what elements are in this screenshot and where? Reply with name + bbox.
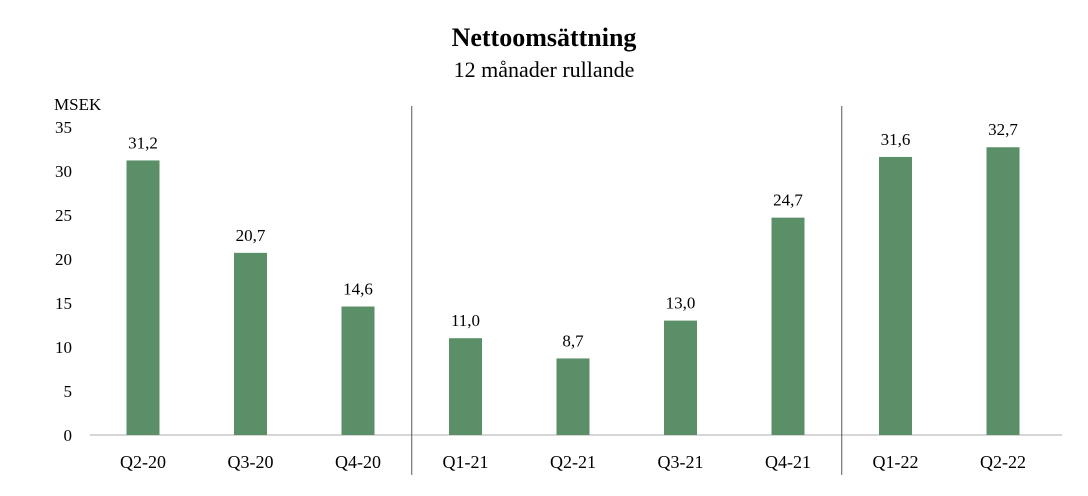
- x-category-label: Q3-21: [658, 452, 704, 472]
- chart-subtitle: 12 månader rullande: [453, 57, 635, 82]
- y-tick-label: 10: [55, 338, 72, 357]
- bar: [879, 156, 912, 436]
- y-tick-label: 30: [55, 162, 72, 181]
- x-category-label: Q1-21: [443, 452, 489, 472]
- bar-value-label: 11,0: [451, 311, 480, 330]
- y-tick-label: 15: [55, 294, 72, 313]
- y-tick-label: 20: [55, 250, 72, 269]
- bar: [556, 358, 590, 435]
- y-tick-label: 35: [55, 118, 72, 137]
- bar-value-label: 14,6: [343, 280, 373, 299]
- bar: [664, 320, 697, 435]
- bar-value-label: 24,7: [773, 191, 803, 210]
- x-category-label: Q2-21: [550, 452, 596, 472]
- bar: [449, 338, 482, 435]
- y-tick-label: 0: [64, 426, 73, 445]
- bar-value-label: 8,7: [562, 331, 584, 350]
- x-category-label: Q3-20: [228, 452, 274, 472]
- x-category-label: Q1-22: [873, 452, 919, 472]
- y-tick-label: 5: [64, 382, 73, 401]
- bar: [986, 147, 1020, 436]
- bar-value-label: 31,6: [881, 130, 911, 149]
- bar: [771, 217, 805, 435]
- x-category-label: Q4-20: [335, 452, 381, 472]
- y-tick-label: 25: [55, 206, 72, 225]
- bar: [126, 160, 160, 435]
- y-axis-unit-label: MSEK: [54, 95, 102, 114]
- bar-value-label: 13,0: [666, 294, 696, 313]
- x-category-label: Q2-22: [980, 452, 1026, 472]
- bar-value-label: 32,7: [988, 120, 1018, 139]
- bar: [341, 306, 375, 435]
- bar: [234, 252, 267, 435]
- bar-value-label: 20,7: [236, 226, 266, 245]
- chart-title: Nettoomsättning: [451, 23, 637, 52]
- x-category-label: Q4-21: [765, 452, 811, 472]
- x-category-label: Q2-20: [120, 452, 166, 472]
- bar-value-label: 31,2: [128, 133, 158, 152]
